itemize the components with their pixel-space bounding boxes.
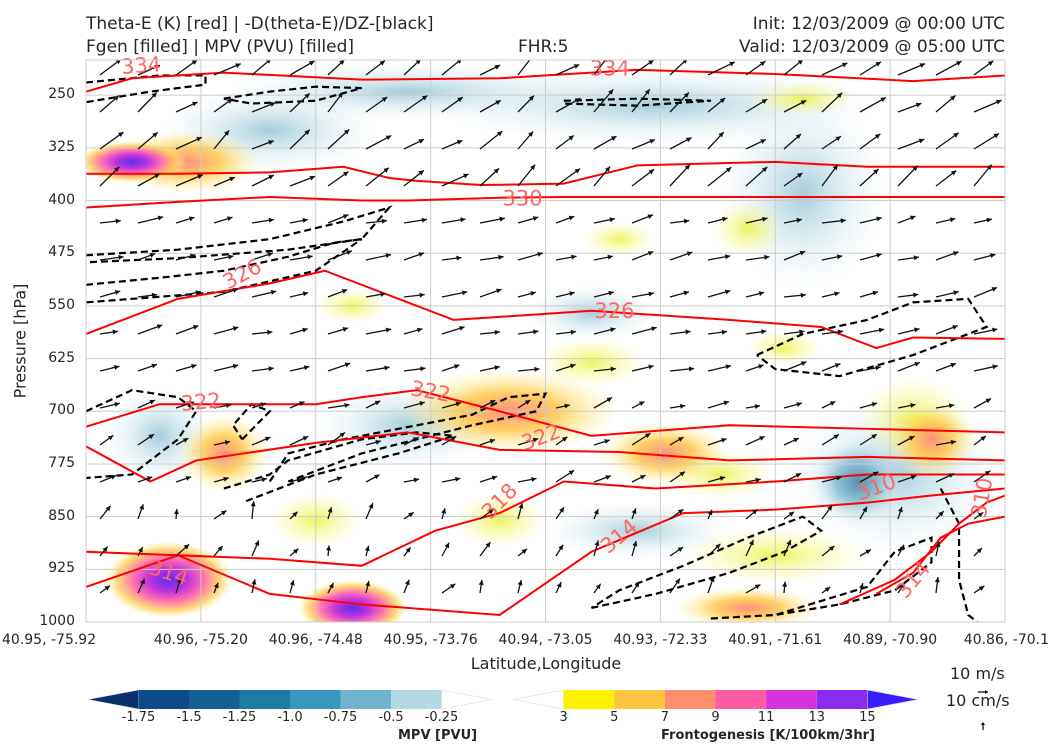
title-fgen-mpv: Fgen [filled] | MPV (PVU) [filled] [86,37,355,57]
fgen-colorbar-tick: 13 [808,710,826,725]
mpv-colorbar-tick: -0.25 [424,710,459,725]
fgen-colorbar-tick: 11 [757,710,775,725]
y-tick-label: 625 [48,349,75,366]
plot-frame [85,59,1006,623]
init-time: Init: 12/03/2009 @ 00:00 UTC [752,14,1005,34]
mpv-colorbar-tick: -1.0 [277,710,303,725]
x-tick-label: 40.96, -74.48 [268,632,363,648]
fgen-colorbar-tick: 7 [660,710,670,725]
mpv-colorbar-tick: -0.75 [323,710,358,725]
y-tick-label: 325 [48,138,75,155]
theta-e-label: 334 [120,52,162,79]
forecast-hour: FHR:5 [518,37,569,57]
y-axis-label: Pressure [hPa] [10,283,30,399]
y-tick-label: 475 [48,244,75,261]
title-theta-e: Theta-E (K) [red] | -D(theta-E)/DZ-[blac… [86,14,434,34]
y-tick-label: 250 [48,86,75,103]
y-tick-label: 775 [48,454,75,471]
x-tick-label: 40.89, -70.90 [843,632,938,648]
x-tick-label: 40.93, -72.33 [613,632,708,648]
theta-e-contours [86,68,1005,616]
wind-vectors [99,60,1002,594]
theta-e-label: 330 [502,186,542,210]
wind-ref-horizontal: 10 m/s [950,664,1005,683]
fgen-colorbar-tick: 15 [859,710,876,725]
x-tick-label: 40.95, -75.92 [2,632,97,648]
y-tick-label: 925 [48,560,75,577]
mpv-colorbar-tick: -0.5 [378,710,404,725]
x-tick-label: 40.91, -71.61 [728,632,823,648]
y-tick-label: 700 [48,402,75,419]
fgen-colorbar [512,689,919,710]
mpv-colorbar-tick: -1.5 [176,710,202,725]
theta-e-label: 314 [891,557,935,603]
theta-e-label: 326 [594,299,634,323]
x-tick-label: 40.95, -73.76 [383,632,478,648]
wind-reference-arrows [978,690,988,730]
x-tick-label: 40.94, -73.05 [498,632,593,648]
y-tick-label: 850 [48,507,75,524]
fgen-colorbar-tick: 3 [559,710,568,725]
y-tick-label: 1000 [39,613,75,629]
mpv-colorbar-label: MPV [PVU] [398,728,478,743]
y-tick-label: 400 [48,191,75,208]
fgen-colorbar-tick: 5 [610,710,619,725]
valid-time: Valid: 12/03/2009 @ 05:00 UTC [739,37,1005,57]
wind-ref-vertical: 10 cm/s [946,691,1010,710]
fgen-colorbar-tick: 9 [711,710,720,725]
x-tick-label: 40.86, -70.1 [963,632,1049,648]
x-tick-label: 40.96, -75.20 [153,632,248,648]
x-axis-label: Latitude,Longitude [470,654,622,673]
mpv-colorbar [87,689,493,710]
mpv-colorbar-tick: -1.25 [222,710,257,725]
fgen-colorbar-label: Frontogenesis [K/100km/3hr] [661,728,875,743]
y-tick-label: 550 [48,296,75,313]
theta-e-label: 322 [180,388,222,415]
mpv-colorbar-tick: -1.75 [121,710,156,725]
